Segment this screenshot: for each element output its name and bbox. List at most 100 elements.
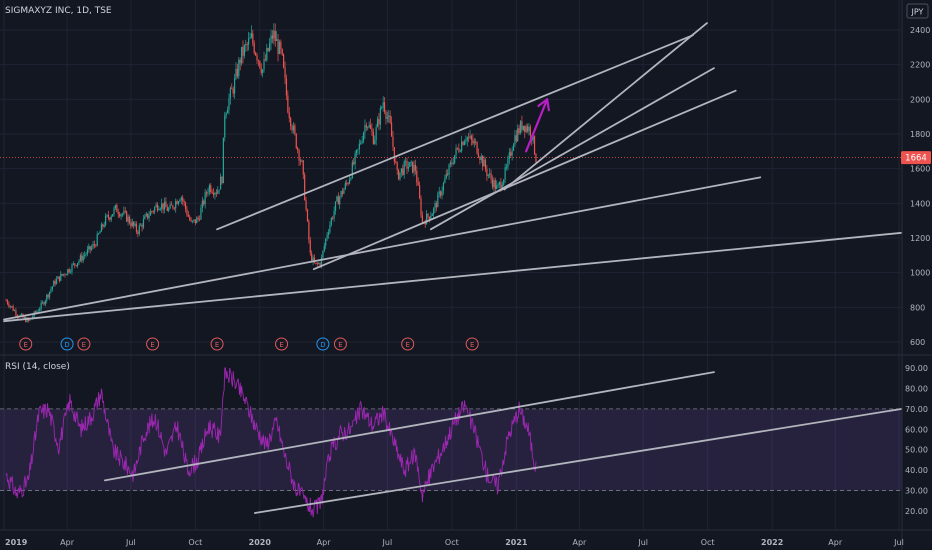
candle-body	[131, 221, 133, 227]
candle-body	[8, 303, 10, 307]
candle	[440, 190, 442, 199]
earnings-badge[interactable]: E	[77, 337, 91, 351]
candle-body	[140, 224, 142, 226]
candle-body	[518, 128, 520, 134]
earnings-badge[interactable]: E	[210, 337, 224, 351]
candle-body	[292, 125, 295, 131]
candle-body	[133, 221, 135, 226]
candle	[177, 200, 180, 206]
rsi-trendline[interactable]	[254, 407, 903, 514]
candle-body	[494, 180, 496, 189]
rsi-tick-label: 80.00	[905, 384, 928, 393]
candle-body	[62, 274, 65, 276]
candle	[392, 130, 394, 151]
earnings-badge[interactable]: E	[19, 337, 33, 351]
candle-body	[498, 182, 501, 185]
candle-body	[236, 68, 238, 77]
candle	[149, 208, 152, 216]
candle	[309, 236, 311, 256]
rsi-pane[interactable]	[0, 367, 903, 518]
trendline[interactable]	[503, 22, 708, 191]
rsi-tick-label: 50.00	[905, 446, 928, 455]
candle	[386, 111, 388, 123]
candle	[78, 259, 80, 265]
dividend-badge[interactable]: D	[316, 337, 330, 351]
candle	[288, 107, 290, 123]
candle	[75, 264, 77, 267]
trendline[interactable]	[312, 89, 737, 271]
time-tick-label: Apr	[60, 538, 75, 547]
candle	[61, 273, 63, 277]
candle-body	[316, 263, 318, 265]
time-tick-label: Oct	[188, 538, 202, 547]
candle	[182, 195, 184, 206]
dividend-badge[interactable]: D	[60, 337, 74, 351]
price-tick-label: 1800	[910, 130, 930, 139]
candle-body	[351, 162, 353, 178]
candle	[333, 206, 335, 222]
candle	[243, 43, 245, 59]
candle-body	[242, 46, 244, 56]
candle	[133, 221, 135, 229]
candle-body	[470, 135, 473, 140]
candle	[381, 106, 383, 110]
candle	[57, 275, 59, 280]
arrow-annotation[interactable]	[525, 98, 550, 153]
candle-body	[376, 119, 379, 128]
candle	[208, 183, 210, 196]
candle-body	[198, 218, 201, 220]
candle-body	[374, 139, 376, 145]
candle-body	[142, 219, 145, 228]
candle	[130, 219, 132, 229]
candle-body	[389, 115, 391, 123]
candle	[205, 190, 208, 198]
candle	[441, 186, 443, 200]
candle-body	[65, 274, 67, 276]
price-tick-label: 1000	[910, 269, 930, 278]
candle-body	[271, 35, 274, 39]
candle-body	[462, 141, 464, 145]
candle	[154, 206, 156, 215]
candle-body	[233, 78, 236, 94]
earnings-badge[interactable]: E	[275, 337, 289, 351]
candle-body	[9, 306, 11, 307]
trendline[interactable]	[216, 34, 694, 231]
currency-button[interactable]: JPY	[906, 3, 929, 19]
trendline[interactable]	[3, 176, 762, 321]
candle-body	[88, 246, 90, 250]
trendline[interactable]	[3, 231, 903, 323]
candle	[466, 136, 468, 147]
candle	[112, 213, 114, 217]
trendline[interactable]	[429, 67, 715, 231]
earnings-badge[interactable]: E	[333, 337, 347, 351]
candle-body	[58, 276, 60, 281]
candle-body	[375, 127, 377, 140]
candle-body	[119, 214, 121, 217]
candle	[515, 130, 517, 143]
candle	[306, 208, 309, 222]
candle	[494, 177, 496, 193]
candle-body	[57, 276, 59, 279]
earnings-badge[interactable]: E	[465, 337, 479, 351]
candle-body	[295, 133, 297, 149]
candle	[302, 160, 304, 180]
badge-letter: E	[279, 341, 283, 349]
candle	[448, 163, 450, 180]
earnings-badge[interactable]: E	[401, 337, 415, 351]
candle	[215, 189, 217, 197]
candle	[294, 123, 296, 136]
candle-body	[127, 216, 129, 222]
candle	[311, 250, 313, 263]
candle	[354, 150, 356, 170]
candle-body	[441, 190, 443, 196]
candle-body	[137, 231, 139, 234]
candle	[44, 299, 46, 307]
rsi-trendline[interactable]	[104, 371, 715, 482]
candle	[116, 203, 118, 213]
candle	[249, 32, 251, 40]
candle	[225, 111, 227, 119]
candle	[170, 201, 173, 206]
earnings-badge[interactable]: E	[146, 337, 160, 351]
